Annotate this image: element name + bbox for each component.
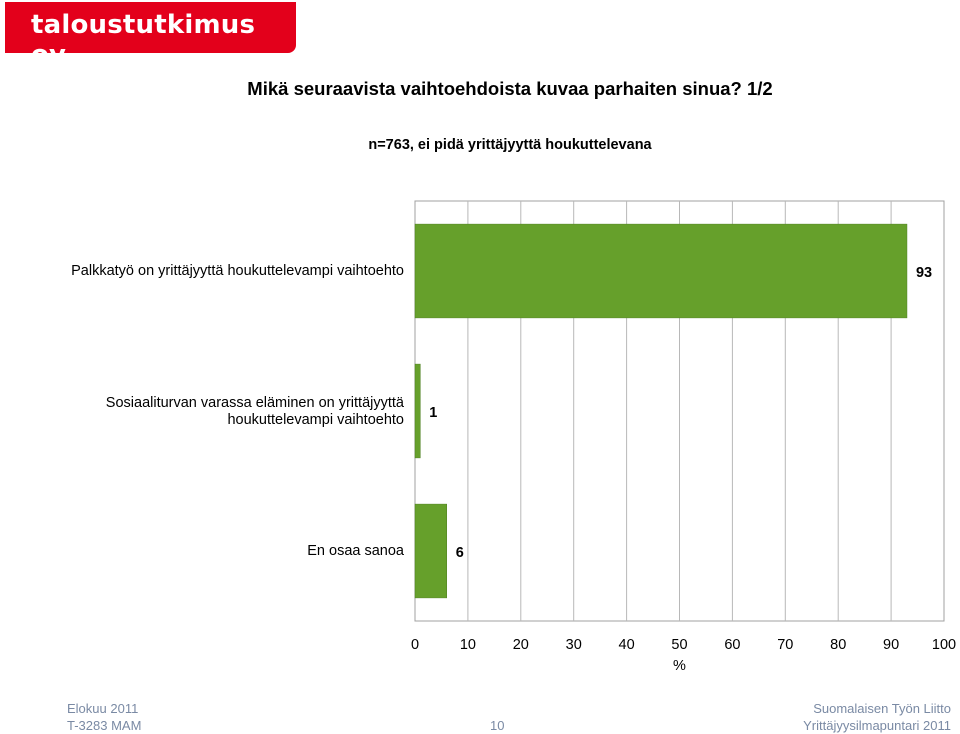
x-tick-label: 0 (411, 637, 419, 653)
data-label: 6 (456, 545, 464, 561)
category-label-1-line-1: Palkkatyö on yrittäjyyttä houkuttelevamp… (71, 263, 404, 279)
x-tick-label: 90 (883, 637, 899, 653)
x-axis-label: % (673, 658, 686, 674)
category-label-2-line-2: houkuttelevampi vaihtoehto (227, 412, 404, 428)
bar (414, 223, 908, 319)
footer-report-name: Yrittäjyysilmapuntari 2011 (803, 718, 951, 733)
footer-left: Elokuu 2011 T-3283 MAM (67, 700, 141, 734)
category-label-3: En osaa sanoa (307, 543, 404, 560)
chart-title: Mikä seuraavista vaihtoehdoista kuvaa pa… (247, 78, 773, 99)
footer-date: Elokuu 2011 (67, 701, 139, 716)
x-tick-label: 10 (460, 637, 476, 653)
x-tick-label: 80 (830, 637, 846, 653)
x-tick-label: 60 (724, 637, 740, 653)
logo-text: taloustutkimus oy (31, 10, 256, 70)
x-tick-label: 40 (619, 637, 635, 653)
category-label-3-line-1: En osaa sanoa (307, 543, 404, 559)
chart-subtitle: n=763, ei pidä yrittäjyyttä houkutteleva… (368, 137, 652, 153)
company-logo: taloustutkimus oy (5, 2, 296, 70)
x-tick-label: 20 (513, 637, 529, 653)
x-tick-label: 50 (671, 637, 687, 653)
category-label-1: Palkkatyö on yrittäjyyttä houkuttelevamp… (71, 263, 404, 280)
footer-right: Suomalaisen Työn Liitto Yrittäjyysilmapu… (803, 700, 951, 734)
category-label-2: Sosiaaliturvan varassa eläminen on yritt… (106, 395, 404, 429)
x-tick-label: 70 (777, 637, 793, 653)
page-number: 10 (490, 718, 505, 733)
data-label: 1 (429, 405, 437, 421)
data-label: 93 (916, 265, 932, 281)
x-tick-label: 100 (932, 637, 956, 653)
category-label-2-line-1: Sosiaaliturvan varassa eläminen on yritt… (105, 395, 404, 411)
footer-code: T-3283 MAM (67, 718, 142, 733)
x-tick-label: 30 (566, 637, 582, 653)
bar (414, 503, 447, 599)
bar (414, 363, 421, 459)
footer-organization: Suomalaisen Työn Liitto (813, 701, 951, 716)
